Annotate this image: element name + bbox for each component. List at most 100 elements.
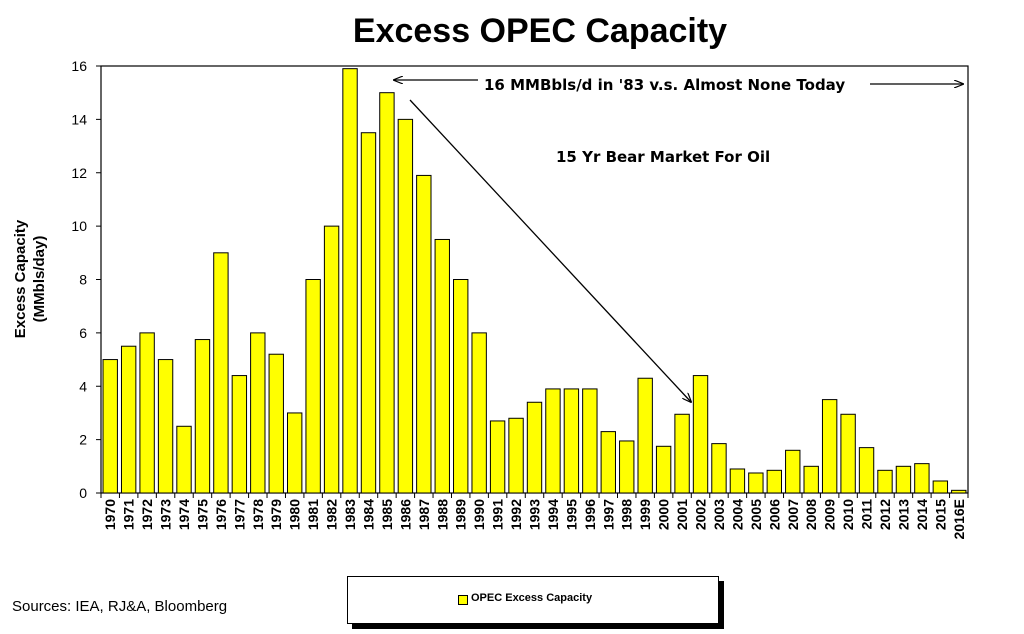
y-axis-ticks: 0 2 4 6 8 10 12 14 16 [71,58,101,501]
bar-2000 [655,445,672,494]
legend: OPEC Excess Capacity [347,576,719,624]
bar-1984 [360,132,377,494]
bar-2011 [858,447,875,494]
x-tick-label: 1973 [158,499,174,530]
bar-2004 [729,468,746,494]
y-axis-label-line2: (MMbls/day) [31,236,48,323]
x-tick-label: 1993 [527,499,543,530]
x-tick-label: 1982 [324,499,340,530]
annotation-bear-market-text: 15 Yr Bear Market For Oil [556,148,770,166]
x-tick-label: 2009 [822,499,838,530]
y-axis-label-line1: Excess Capacity [12,219,29,338]
bar-1989 [453,279,469,494]
bar-2007 [785,449,801,494]
y-tick-label: 6 [79,325,87,341]
bar-1976 [213,252,229,494]
x-tick-label: 1979 [268,499,284,530]
x-axis-ticks: 1970 1971 1972 1973 1974 1975 1976 1977 1978 1979… [100,493,969,539]
x-tick-label: 2012 [877,499,893,530]
x-tick-label: 2000 [656,499,672,530]
bar-1975 [194,339,211,494]
x-tick-label: 2007 [785,499,801,530]
bar-1970 [102,359,118,494]
x-tick-label: 1981 [305,499,321,530]
bar-2015 [932,480,949,494]
bar-1973 [157,359,174,494]
y-tick-label: 8 [79,272,87,288]
x-tick-label: 1989 [453,499,469,530]
x-tick-label: 2003 [711,499,727,530]
y-tick-label: 16 [71,58,87,74]
bar-2012 [877,469,893,494]
y-tick-label: 2 [79,432,87,448]
x-tick-label: 1992 [508,499,524,530]
x-tick-label: 2008 [803,499,819,530]
bar-2010 [840,413,856,494]
bar-1988 [434,238,450,494]
x-tick-label: 1977 [231,499,247,530]
annotation-capacity-text: 16 MMBbls/d in '83 v.s. Almost None Toda… [484,76,845,94]
x-tick-label: 1987 [416,499,432,530]
bar-1994 [545,388,561,494]
x-tick-label: 2016E [951,499,967,539]
chart-title: Excess OPEC Capacity [352,12,728,50]
y-tick-label: 12 [71,165,87,181]
bar-1985 [379,92,395,494]
legend-swatch [458,595,468,605]
x-tick-label: 2014 [914,499,930,530]
x-tick-label: 1994 [545,499,561,530]
x-tick-label: 2010 [840,499,856,530]
bar-1983 [342,68,358,494]
x-tick-label: 2004 [729,499,745,530]
x-tick-label: 1974 [176,499,192,530]
bar-1996 [582,388,598,494]
x-tick-label: 2002 [693,499,709,530]
y-tick-label: 14 [71,111,87,127]
x-tick-label: 1986 [397,499,413,530]
bar-2005 [748,472,764,494]
x-tick-label: 1991 [490,499,506,530]
x-tick-label: 2006 [766,499,782,530]
x-tick-label: 1997 [600,499,616,530]
x-tick-label: 1996 [582,499,598,530]
bar-1977 [231,375,248,494]
bar-2008 [803,465,819,494]
x-tick-label: 1999 [637,499,653,530]
legend-label: OPEC Excess Capacity [471,592,593,604]
chart-plot: Excess Capacity (MMbls/day) 0 2 4 6 8 10 12 14 1… [12,58,969,539]
bar-1997 [600,431,616,494]
bar-1979 [268,353,284,494]
bar-1998 [619,440,635,494]
x-tick-label: 2013 [895,499,911,530]
bar-1981 [305,279,321,494]
x-tick-label: 1984 [360,499,376,530]
bar-1995 [563,388,580,494]
y-tick-label: 4 [79,378,87,394]
bar-2006 [766,469,783,494]
x-tick-label: 1985 [379,499,395,530]
bar-2014 [914,463,930,494]
x-tick-label: 1995 [563,499,579,530]
bar-2002 [692,375,709,494]
x-tick-label: 1983 [342,499,358,530]
bar-1990 [471,332,487,494]
x-tick-label: 2015 [932,499,948,530]
bar-1982 [323,225,340,494]
bar-1987 [416,174,432,494]
x-tick-label: 1972 [139,499,155,530]
y-axis-label: Excess Capacity (MMbls/day) [12,219,48,338]
annotations: 16 MMBbls/d in '83 v.s. Almost None Toda… [394,76,963,402]
x-tick-label: 1990 [471,499,487,530]
x-tick-label: 2001 [674,499,690,530]
bar-1978 [250,332,266,494]
bars [102,68,967,494]
y-tick-label: 0 [79,485,87,501]
bar-2001 [674,413,690,494]
x-tick-label: 1978 [250,499,266,530]
bar-2016E [951,489,967,494]
bar-2003 [711,443,727,494]
x-tick-label: 1976 [213,499,229,530]
bar-2009 [821,399,838,494]
bar-1971 [120,345,137,494]
sources-note: Sources: IEA, RJ&A, Bloomberg [12,598,228,615]
